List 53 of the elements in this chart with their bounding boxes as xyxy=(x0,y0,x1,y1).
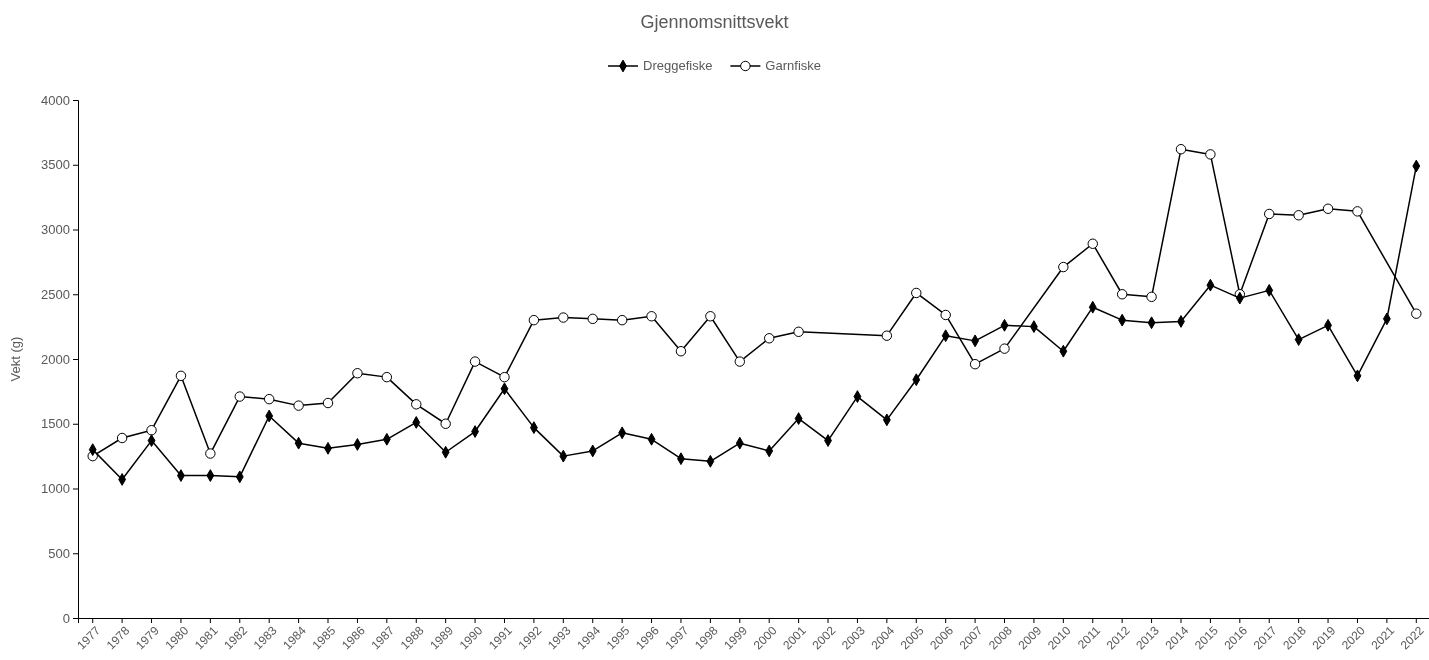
point xyxy=(999,343,1010,354)
legend-label: Garnfiske xyxy=(765,58,822,73)
point xyxy=(205,448,216,459)
point xyxy=(616,314,628,326)
point xyxy=(705,311,716,322)
y-tick-label: 3000 xyxy=(41,222,70,238)
point xyxy=(322,397,334,409)
point xyxy=(1175,144,1187,155)
point xyxy=(1264,208,1275,220)
y-tick-label: 500 xyxy=(48,545,70,561)
point xyxy=(146,425,157,436)
point xyxy=(587,313,598,325)
point xyxy=(116,432,128,444)
point xyxy=(1058,261,1069,273)
chart-title: Gjennomsnittsvekt xyxy=(640,12,789,32)
y-tick-label: 1000 xyxy=(41,481,70,497)
point xyxy=(499,371,510,383)
point xyxy=(234,391,245,402)
point xyxy=(263,393,275,405)
point xyxy=(175,370,187,382)
point xyxy=(1087,238,1098,249)
point xyxy=(1205,149,1216,160)
point xyxy=(558,312,569,323)
point xyxy=(1411,308,1422,319)
point xyxy=(411,399,422,410)
point xyxy=(940,309,951,321)
point xyxy=(734,356,746,367)
y-tick-label: 4000 xyxy=(41,92,70,108)
point xyxy=(793,326,804,338)
point xyxy=(675,346,687,357)
y-axis-title: Vekt (g) xyxy=(8,336,23,382)
point xyxy=(352,368,363,379)
y-tick-label: 1500 xyxy=(41,416,70,432)
point xyxy=(469,356,481,367)
point xyxy=(881,330,893,341)
point xyxy=(911,287,922,299)
y-tick-label: 0 xyxy=(62,610,70,626)
y-tick-label: 2000 xyxy=(41,351,70,367)
point xyxy=(381,371,393,383)
y-tick-label: 3500 xyxy=(41,157,70,173)
point xyxy=(1293,210,1304,221)
point xyxy=(1116,289,1128,300)
point xyxy=(969,358,981,370)
point xyxy=(646,311,657,322)
point xyxy=(293,400,304,411)
y-tick-label: 2500 xyxy=(41,286,70,302)
point xyxy=(1322,203,1334,214)
point xyxy=(440,418,451,429)
point xyxy=(1352,206,1363,217)
legend-label: Dreggefiske xyxy=(642,58,713,73)
point xyxy=(763,333,775,344)
point xyxy=(528,314,540,326)
point xyxy=(1146,291,1157,303)
